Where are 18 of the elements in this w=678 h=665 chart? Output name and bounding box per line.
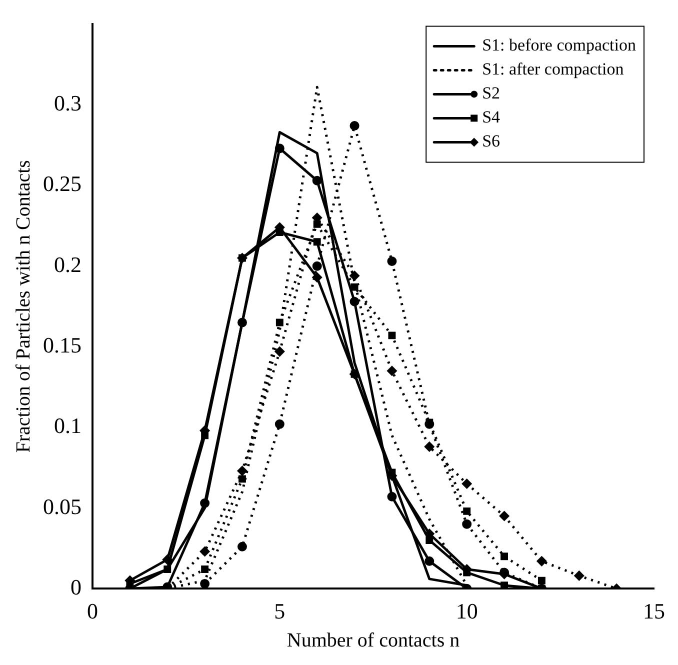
- y-tick-label: 0.3: [54, 90, 82, 116]
- x-tick-label: 10: [456, 598, 478, 624]
- x-axis-title: Number of contacts n: [286, 629, 460, 652]
- x-tick-label: 5: [274, 598, 286, 624]
- x-tick-label: 0: [87, 598, 98, 624]
- y-tick-label: 0.2: [54, 252, 82, 277]
- legend-label: S6: [482, 132, 500, 151]
- legend-label: S1: before compaction: [482, 36, 636, 55]
- x-tick-label: 15: [643, 598, 665, 624]
- y-tick-label: 0.05: [43, 494, 82, 519]
- y-tick-label: 0.1: [54, 413, 82, 438]
- y-tick-label: 0.15: [43, 332, 82, 358]
- y-tick-label: 0.25: [43, 171, 82, 196]
- legend-label: S1: after compaction: [482, 60, 624, 79]
- y-tick-label: 0: [70, 574, 82, 600]
- legend-label: S2: [482, 84, 500, 103]
- legend-label: S4: [482, 108, 501, 127]
- y-axis-title: Fraction of Particles with n Contacts: [12, 160, 34, 453]
